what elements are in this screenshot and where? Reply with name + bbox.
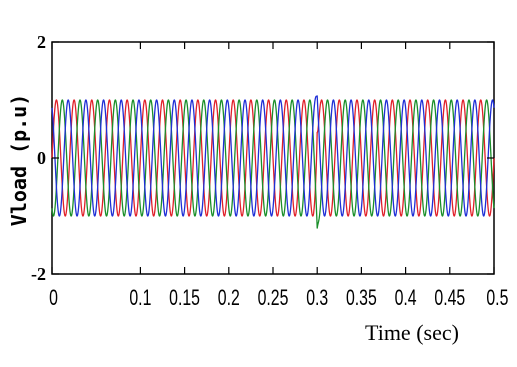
y-tick-labels: 2 0 -2 xyxy=(31,32,46,284)
y-axis-label: Vload (p.u) xyxy=(7,94,31,226)
x-tick-label: 0.15 xyxy=(169,287,200,311)
plot-area xyxy=(51,41,495,275)
x-tick-label: 0.3 xyxy=(306,287,328,311)
series-line-3 xyxy=(51,95,495,217)
x-tick-label: 0.2 xyxy=(218,287,240,311)
series-line-2 xyxy=(51,99,495,229)
x-axis-label: Time (sec) xyxy=(365,320,459,345)
x-tick-label: 0.45 xyxy=(434,287,465,311)
y-tick-label: -2 xyxy=(31,264,46,284)
x-tick-label: 0.25 xyxy=(258,287,289,311)
x-tick-label: 0.5 xyxy=(486,287,508,311)
y-tick-label: 0 xyxy=(37,148,46,168)
x-tick-label: 0.1 xyxy=(129,287,151,311)
y-tick-label: 2 xyxy=(37,32,46,52)
series-line-1 xyxy=(51,99,495,217)
x-tick-label: 0.4 xyxy=(395,287,417,311)
y-tick-marks xyxy=(52,41,494,275)
x-tick-marks xyxy=(51,42,495,274)
x-tick-label: 0.35 xyxy=(346,287,377,311)
series-group xyxy=(51,95,495,229)
x-tick-label: 0 xyxy=(49,287,58,311)
x-tick-labels: 0 0.1 0.15 0.2 0.25 0.3 0.35 0.4 0.45 0.5 xyxy=(49,287,508,311)
